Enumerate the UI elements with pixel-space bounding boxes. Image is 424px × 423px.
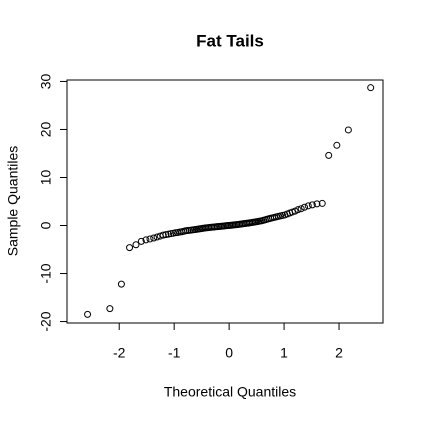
point: [126, 244, 134, 252]
point: [325, 151, 333, 159]
y-tick-label: -20: [38, 311, 54, 331]
x-tick-label: 1: [280, 345, 288, 361]
point: [304, 202, 312, 210]
point: [117, 280, 125, 288]
point: [308, 201, 316, 209]
point: [150, 234, 158, 242]
y-axis-label: Sample Quantiles: [5, 146, 21, 257]
point: [367, 84, 375, 92]
point: [313, 200, 321, 208]
y-tick-label: 30: [38, 73, 54, 89]
point: [297, 205, 305, 213]
chart-title: Fat Tails: [196, 31, 264, 50]
point: [165, 230, 173, 238]
x-tick-label: 0: [225, 345, 233, 361]
point: [106, 305, 114, 313]
point: [146, 235, 154, 243]
x-tick-label: 2: [335, 345, 343, 361]
y-tick-label: -10: [38, 263, 54, 283]
point: [137, 237, 145, 245]
point: [132, 241, 140, 249]
x-tick-label: -2: [113, 345, 126, 361]
point: [344, 126, 352, 134]
x-axis-label: Theoretical Quantiles: [164, 384, 296, 400]
y-tick-label: 20: [38, 121, 54, 137]
y-tick-label: 10: [38, 169, 54, 185]
point: [159, 231, 167, 239]
x-tick-label: -1: [168, 345, 181, 361]
point: [142, 236, 150, 244]
y-tick-label: 0: [38, 221, 54, 229]
plot-frame: [66, 79, 384, 324]
point: [318, 199, 326, 207]
point: [153, 233, 161, 241]
point: [301, 203, 309, 211]
point: [294, 206, 302, 214]
point: [333, 141, 341, 149]
point: [162, 231, 170, 239]
point: [84, 310, 92, 318]
